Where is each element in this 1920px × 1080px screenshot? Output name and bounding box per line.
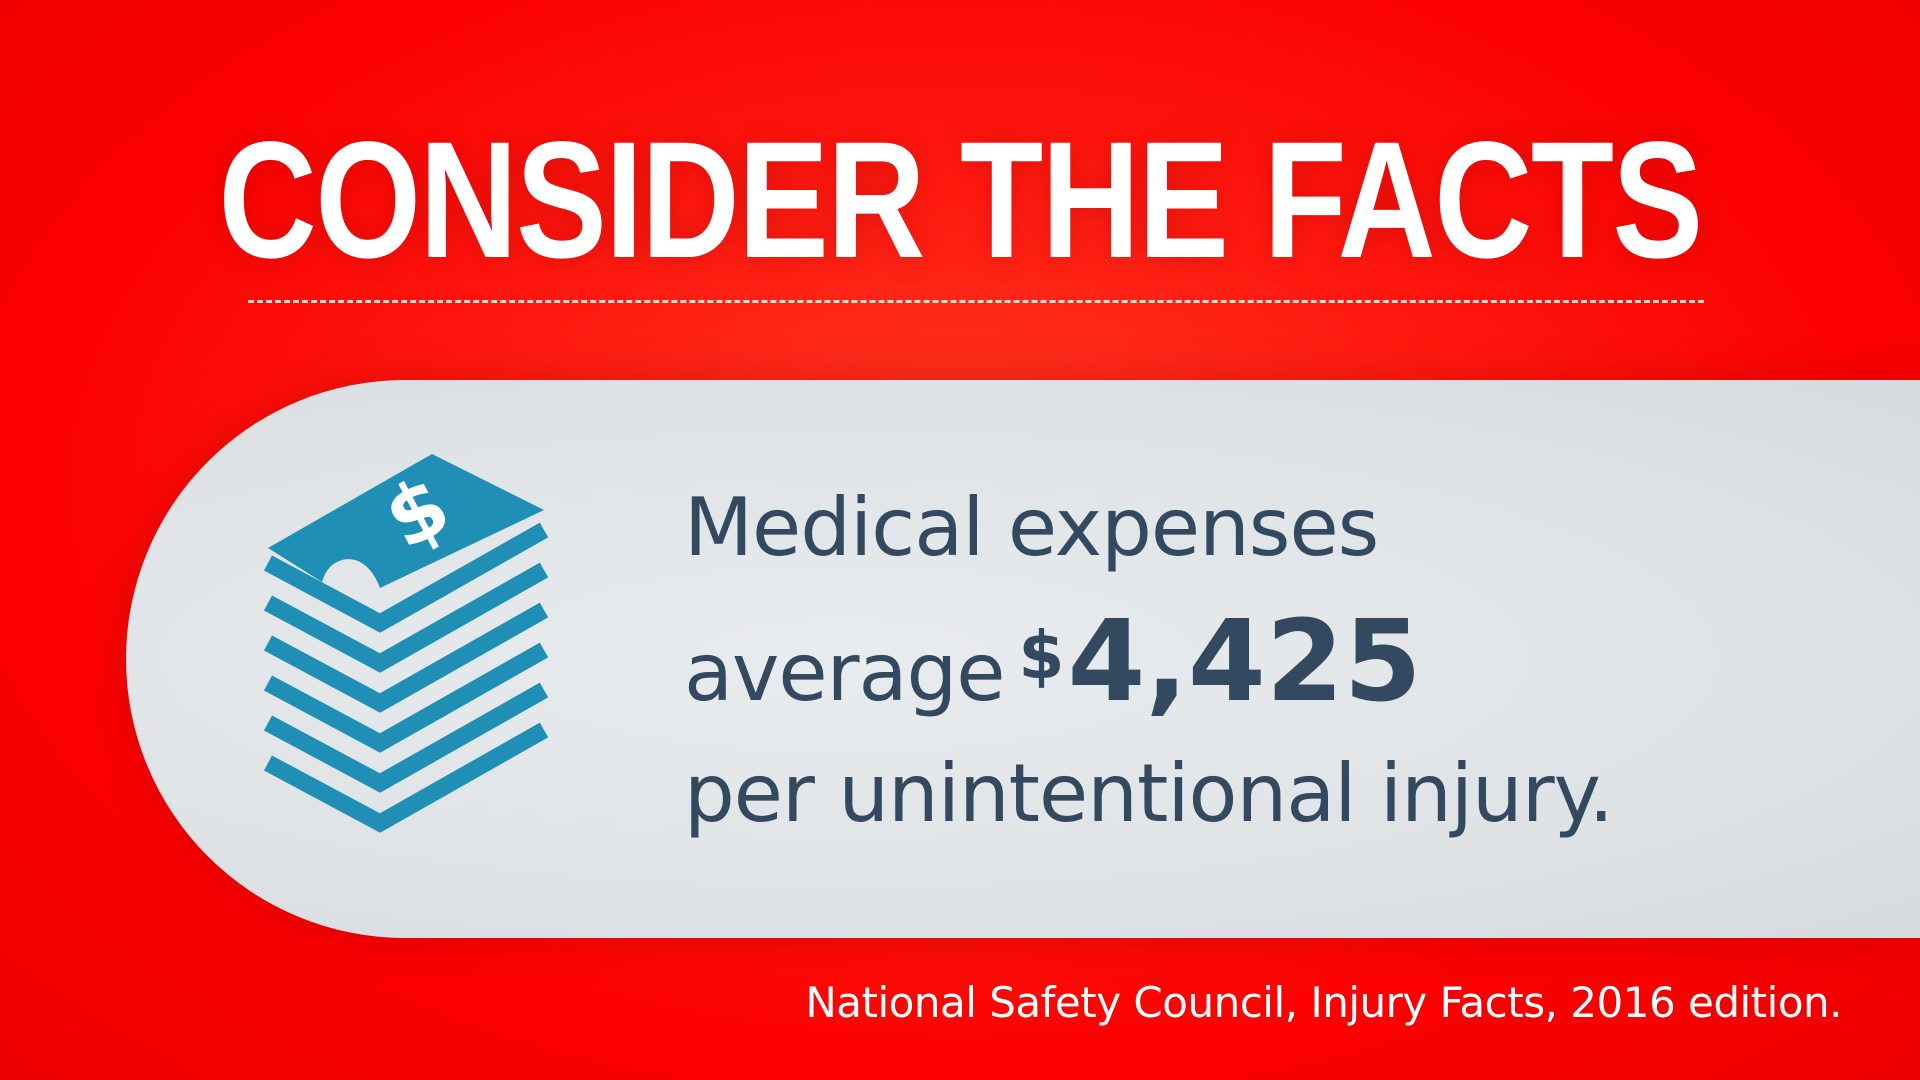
currency-symbol: $: [1018, 617, 1065, 694]
bill-layer: [263, 682, 549, 793]
page-title: CONSIDER THE FACTS: [218, 108, 1703, 293]
bill-layer: [263, 642, 549, 753]
source-citation: National Safety Council, Injury Facts, 2…: [805, 978, 1842, 1027]
bill-layer: [263, 602, 549, 713]
bill-layer: [263, 522, 549, 633]
fact-prefix: average: [684, 626, 1005, 719]
bill-layer: [263, 722, 549, 833]
stack-of-money-icon: $: [263, 454, 549, 833]
fact-line-1: Medical expenses: [684, 481, 1379, 574]
top-bill: [268, 454, 544, 588]
fact-line-3: per unintentional injury.: [684, 747, 1614, 840]
dashed-divider: [248, 300, 1704, 303]
fact-line-2: average $4,425: [684, 606, 1422, 718]
bill-layer: [263, 562, 549, 673]
expense-amount: 4,425: [1067, 597, 1422, 727]
